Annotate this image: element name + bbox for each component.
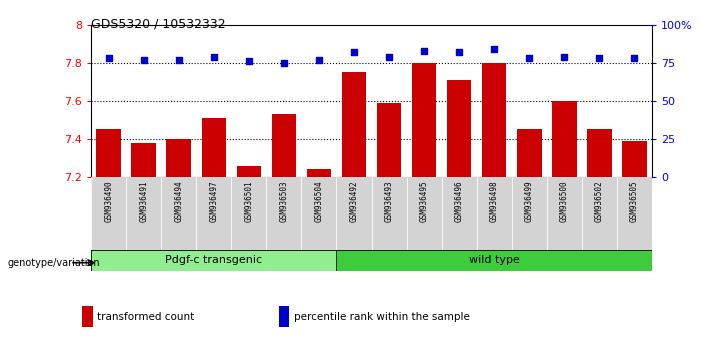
Bar (336, 177, 372, 250)
Text: GSM936503: GSM936503 (280, 181, 288, 222)
Bar (377, 103, 402, 177)
Text: GSM936495: GSM936495 (420, 181, 428, 222)
Bar (617, 177, 652, 250)
Text: GSM936502: GSM936502 (595, 181, 604, 222)
Bar (342, 72, 367, 177)
Bar (126, 177, 161, 250)
Text: Pdgf-c transgenic: Pdgf-c transgenic (165, 255, 262, 265)
Bar (587, 130, 612, 177)
Bar (132, 143, 156, 177)
Bar (196, 177, 231, 250)
Point (489, 46, 500, 52)
Text: GSM936497: GSM936497 (210, 181, 218, 222)
Bar (482, 63, 507, 177)
Bar (447, 80, 472, 177)
Bar (512, 177, 547, 250)
Point (383, 54, 395, 59)
Bar (91, 250, 336, 271)
Text: GSM936505: GSM936505 (630, 181, 639, 222)
Bar (442, 177, 477, 250)
Point (559, 54, 570, 59)
Point (208, 54, 219, 59)
Bar (477, 177, 512, 250)
Point (524, 56, 535, 61)
Point (103, 56, 114, 61)
Bar (278, 306, 290, 327)
Bar (336, 250, 652, 271)
Bar (547, 177, 582, 250)
Text: GSM936498: GSM936498 (490, 181, 498, 222)
Bar (266, 177, 301, 250)
Bar (622, 141, 647, 177)
Bar (307, 169, 332, 177)
Point (173, 57, 184, 63)
Text: GSM936496: GSM936496 (455, 181, 463, 222)
Text: transformed count: transformed count (97, 312, 194, 322)
Bar (161, 177, 196, 250)
Bar (301, 177, 336, 250)
Point (243, 58, 254, 64)
Text: genotype/variation: genotype/variation (7, 258, 100, 268)
Bar (91, 177, 126, 250)
Bar (237, 166, 261, 177)
Point (454, 49, 465, 55)
Text: GSM936504: GSM936504 (315, 181, 323, 222)
Text: GSM936501: GSM936501 (245, 181, 253, 222)
Bar (552, 101, 576, 177)
Bar (97, 130, 121, 177)
Text: GSM936493: GSM936493 (385, 181, 393, 222)
Bar (272, 114, 297, 177)
Text: GSM936492: GSM936492 (350, 181, 358, 222)
Point (278, 60, 290, 66)
Text: GSM936499: GSM936499 (525, 181, 533, 222)
Bar (582, 177, 617, 250)
Point (629, 56, 640, 61)
Point (348, 49, 360, 55)
Text: GDS5320 / 10532332: GDS5320 / 10532332 (91, 18, 226, 31)
Bar (407, 177, 442, 250)
Point (594, 56, 605, 61)
Text: GSM936494: GSM936494 (175, 181, 183, 222)
Bar (82, 306, 93, 327)
Bar (412, 63, 436, 177)
Bar (372, 177, 407, 250)
Bar (517, 130, 542, 177)
Bar (231, 177, 266, 250)
Point (418, 48, 430, 53)
Text: GSM936490: GSM936490 (104, 181, 113, 222)
Text: percentile rank within the sample: percentile rank within the sample (294, 312, 470, 322)
Bar (167, 139, 191, 177)
Point (313, 57, 325, 63)
Text: GSM936500: GSM936500 (560, 181, 569, 222)
Point (138, 57, 149, 63)
Bar (202, 118, 226, 177)
Text: GSM936491: GSM936491 (139, 181, 148, 222)
Text: wild type: wild type (469, 255, 519, 265)
